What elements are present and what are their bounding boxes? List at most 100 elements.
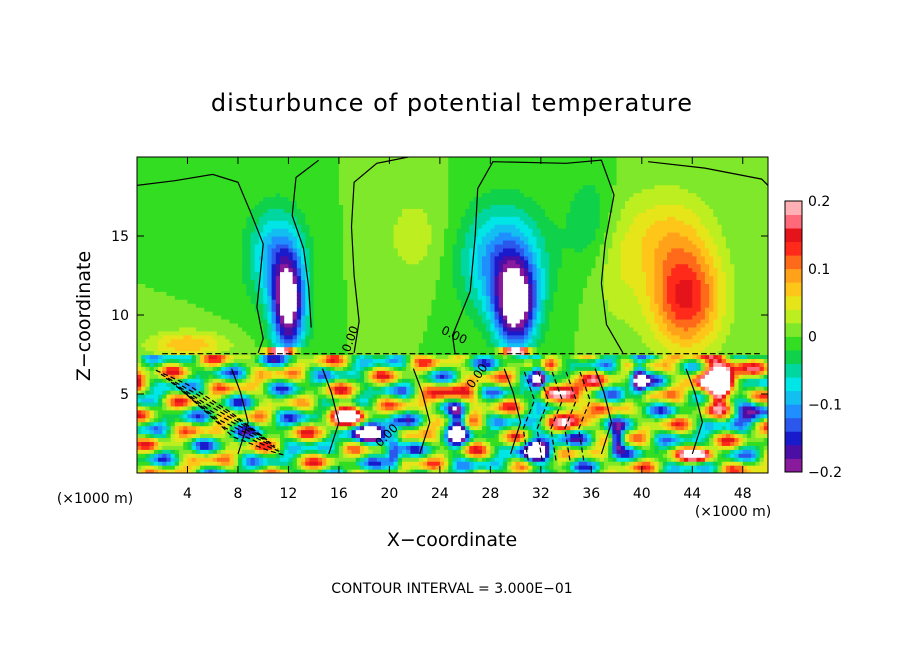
heatmap-cell	[343, 334, 348, 340]
heatmap-cell	[309, 366, 315, 371]
heatmap-cell	[271, 421, 277, 427]
heatmap-cell	[351, 255, 357, 261]
heatmap-cell	[313, 469, 319, 473]
heatmap-cell	[368, 338, 374, 344]
heatmap-cell	[233, 208, 239, 213]
heatmap-cell	[317, 370, 323, 375]
heatmap-cell	[309, 449, 315, 454]
heatmap-cell	[322, 394, 327, 399]
heatmap-cell	[288, 421, 294, 427]
heatmap-cell	[149, 168, 155, 174]
heatmap-cell	[380, 429, 386, 435]
heatmap-cell	[380, 437, 386, 442]
heatmap-cell	[376, 180, 382, 186]
heatmap-cell	[200, 271, 205, 277]
heatmap-cell	[355, 192, 361, 198]
heatmap-cell	[216, 330, 222, 336]
heatmap-cell	[137, 243, 142, 249]
heatmap-cell	[347, 232, 353, 237]
heatmap-cell	[284, 283, 290, 288]
heatmap-cell	[301, 160, 306, 166]
heatmap-cell	[296, 267, 302, 273]
heatmap-cell	[359, 457, 365, 462]
heatmap-cell	[376, 315, 382, 320]
heatmap-cell	[330, 200, 336, 205]
heatmap-cell	[343, 188, 348, 194]
heatmap-cell	[158, 346, 163, 352]
heatmap-cell	[355, 224, 361, 229]
heatmap-cell	[389, 311, 395, 316]
heatmap-cell	[376, 330, 382, 336]
heatmap-cell	[254, 469, 260, 473]
heatmap-cell	[288, 425, 294, 431]
heatmap-cell	[351, 330, 357, 336]
heatmap-cell	[166, 232, 172, 237]
heatmap-cell	[317, 433, 323, 439]
heatmap-cell	[204, 421, 210, 427]
heatmap-cell	[389, 394, 395, 399]
heatmap-cell	[221, 236, 226, 241]
heatmap-cell	[368, 251, 374, 257]
heatmap-cell	[322, 401, 327, 407]
heatmap-cell	[183, 224, 189, 229]
heatmap-cell	[145, 413, 151, 419]
heatmap-cell	[380, 311, 386, 316]
heatmap-cell	[376, 465, 382, 470]
heatmap-cell	[195, 180, 201, 186]
heatmap-cell	[137, 417, 142, 423]
heatmap-cell	[359, 243, 365, 249]
heatmap-cell	[229, 200, 235, 205]
heatmap-cell	[385, 307, 390, 312]
heatmap-cell	[326, 279, 332, 284]
heatmap-cell	[355, 247, 361, 253]
heatmap-cell	[162, 330, 168, 336]
heatmap-cell	[162, 247, 168, 253]
heatmap-cell	[347, 263, 353, 269]
heatmap-cell	[170, 283, 176, 288]
heatmap-cell	[208, 417, 214, 423]
heatmap-cell	[183, 441, 189, 446]
heatmap-cell	[364, 196, 369, 202]
heatmap-cell	[267, 390, 273, 395]
heatmap-cell	[158, 200, 163, 205]
heatmap-cell	[296, 295, 302, 300]
heatmap-cell	[275, 465, 281, 470]
heatmap-cell	[246, 409, 252, 415]
heatmap-cell	[153, 318, 159, 324]
heatmap-cell	[200, 334, 205, 340]
heatmap-cell	[137, 299, 142, 304]
heatmap-cell	[376, 307, 382, 312]
heatmap-cell	[326, 157, 332, 162]
heatmap-cell	[254, 370, 260, 375]
heatmap-cell	[330, 239, 336, 245]
heatmap-cell	[288, 204, 294, 209]
heatmap-cell	[393, 200, 399, 205]
heatmap-cell	[275, 425, 281, 431]
heatmap-cell	[263, 291, 269, 296]
heatmap-cell	[174, 413, 180, 419]
heatmap-cell	[229, 224, 235, 229]
heatmap-cell	[179, 247, 184, 253]
heatmap-cell	[200, 267, 205, 273]
heatmap-cell	[141, 168, 147, 174]
heatmap-cell	[246, 283, 252, 288]
heatmap-cell	[250, 397, 256, 403]
heatmap-cell	[179, 164, 184, 170]
heatmap-cell	[195, 239, 201, 245]
heatmap-cell	[347, 461, 353, 466]
heatmap-cell	[254, 457, 260, 462]
heatmap-cell	[170, 429, 176, 435]
heatmap-cell	[179, 397, 184, 403]
heatmap-cell	[292, 299, 298, 304]
heatmap-cell	[149, 366, 155, 371]
heatmap-cell	[271, 370, 277, 375]
heatmap-cell	[141, 342, 147, 348]
heatmap-cell	[141, 271, 147, 277]
heatmap-cell	[322, 216, 327, 221]
heatmap-cell	[309, 196, 315, 202]
heatmap-cell	[212, 374, 218, 379]
heatmap-cell	[292, 330, 298, 336]
heatmap-cell	[355, 299, 361, 304]
heatmap-cell	[296, 405, 302, 411]
heatmap-cell	[166, 322, 172, 328]
